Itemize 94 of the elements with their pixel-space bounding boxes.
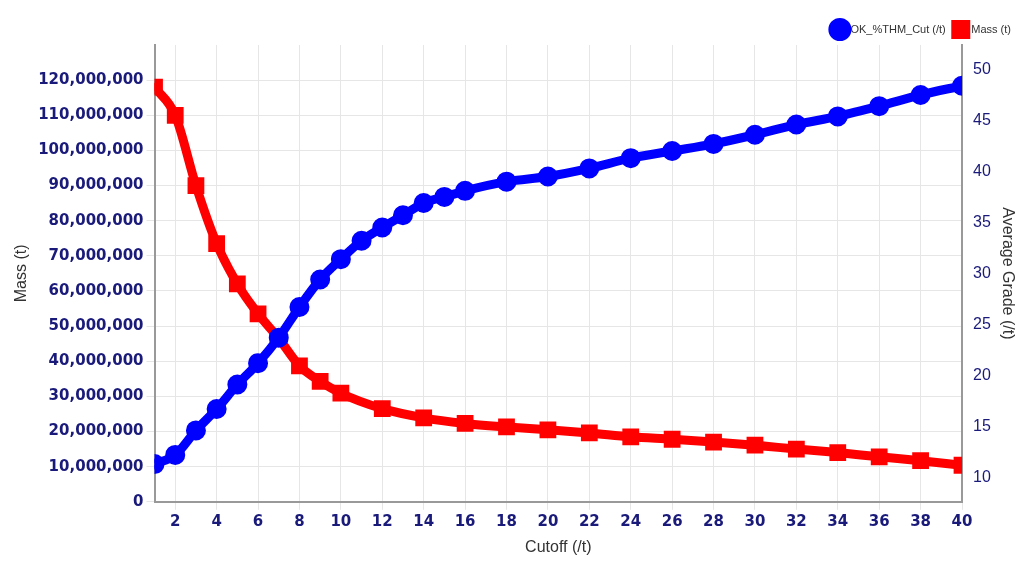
point	[206, 399, 227, 420]
point	[744, 124, 765, 145]
point	[372, 217, 393, 238]
x-tick-label: 20	[537, 511, 559, 530]
y2-tick-label: 50	[973, 59, 991, 77]
point	[413, 193, 434, 214]
point	[705, 433, 722, 451]
point	[185, 420, 206, 441]
point	[228, 275, 246, 293]
point	[498, 418, 515, 436]
point	[330, 249, 351, 270]
y-tick-label: 110,000,000	[38, 105, 144, 124]
legend-label: OK_%THM_Cut (/t)	[850, 22, 946, 35]
y-tick-label: 120,000,000	[38, 70, 144, 89]
y2-tick-label: 40	[973, 161, 991, 179]
x-tick-label: 22	[578, 511, 600, 530]
x-tick-label: 2	[170, 511, 181, 530]
y2-tick-label: 10	[973, 467, 991, 485]
y-tick-label: 40,000,000	[48, 351, 144, 370]
y-tick-label: 20,000,000	[48, 421, 144, 440]
point	[539, 421, 557, 439]
y2-axis-title: Average Grade (/t)	[999, 207, 1017, 340]
x-tick-label: 24	[620, 511, 642, 530]
y2-tick-label: 35	[973, 212, 991, 230]
point	[310, 269, 331, 290]
point	[663, 430, 681, 448]
y2-tick-label: 45	[973, 110, 991, 128]
x-tick-label: 4	[211, 511, 222, 530]
x-tick-label: 16	[454, 511, 476, 530]
point	[249, 305, 267, 323]
point	[455, 180, 476, 201]
point	[537, 166, 558, 187]
point	[910, 84, 931, 105]
x-tick-label: 26	[661, 511, 683, 530]
y-tick-label: 10,000,000	[48, 456, 144, 475]
point	[787, 440, 805, 458]
x-tick-label: 18	[496, 511, 517, 530]
point	[827, 106, 848, 127]
y-tick-label: 100,000,000	[38, 140, 144, 159]
legend-label: Mass (t)	[971, 22, 1012, 35]
y-tick-label: 90,000,000	[48, 175, 144, 194]
point	[208, 235, 226, 252]
point	[166, 106, 184, 124]
x-tick-label: 34	[827, 511, 849, 530]
point	[289, 297, 310, 318]
point	[786, 114, 807, 135]
x-tick-label: 36	[868, 511, 890, 530]
point	[703, 133, 724, 154]
y-tick-label: 60,000,000	[48, 280, 144, 299]
point	[311, 372, 329, 390]
y2-tick-label: 30	[973, 263, 991, 281]
point	[392, 205, 413, 226]
y-tick-label: 30,000,000	[48, 386, 144, 405]
y-tick-label: 0	[133, 491, 144, 510]
x-tick-label: 28	[703, 511, 724, 530]
point	[662, 141, 683, 162]
point	[227, 374, 248, 395]
point	[332, 384, 350, 402]
x-tick-label: 38	[910, 511, 932, 530]
x-tick-label: 12	[371, 511, 393, 530]
point	[496, 171, 517, 192]
x-tick-label: 14	[413, 511, 435, 530]
y2-tick-label: 25	[973, 314, 991, 332]
x-tick-label: 8	[294, 511, 305, 530]
point	[622, 428, 640, 446]
y2-tick-label: 15	[973, 416, 991, 434]
x-tick-label: 10	[330, 511, 352, 530]
point	[248, 353, 269, 374]
point	[434, 186, 455, 207]
point	[187, 177, 205, 194]
point	[829, 444, 847, 461]
x-tick-label: 32	[785, 511, 807, 530]
point	[351, 230, 372, 251]
point	[373, 400, 391, 418]
y-axis-title: Mass (t)	[12, 244, 30, 303]
y2-tick-label: 20	[973, 365, 991, 383]
point	[291, 357, 308, 375]
y-tick-label: 80,000,000	[48, 210, 144, 229]
x-tick-label: 6	[252, 511, 264, 530]
point	[870, 448, 888, 466]
point	[746, 436, 764, 454]
point	[579, 158, 600, 179]
x-axis-title: Cutoff (/t)	[525, 537, 592, 555]
x-tick-label: 30	[744, 511, 766, 530]
point	[912, 452, 929, 470]
point	[415, 409, 433, 427]
y-tick-label: 50,000,000	[48, 316, 144, 334]
x-tick-label: 40	[951, 511, 973, 530]
point	[580, 424, 598, 442]
point	[456, 415, 474, 432]
point	[620, 148, 641, 169]
point	[869, 96, 890, 117]
y-tick-label: 70,000,000	[48, 245, 144, 264]
point	[165, 444, 186, 465]
